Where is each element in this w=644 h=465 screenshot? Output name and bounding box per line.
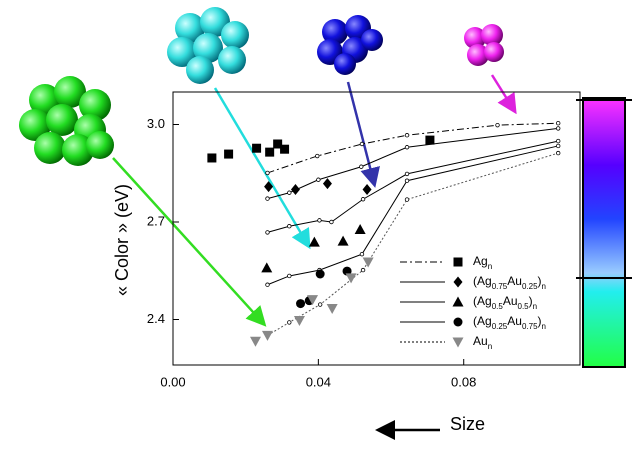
marker [345, 273, 357, 284]
marker [296, 299, 306, 309]
x-tick-label: 0.04 [306, 374, 331, 389]
line-vertex [404, 133, 410, 138]
y-axis-label: « Color » (eV) [112, 184, 132, 296]
marker [249, 336, 261, 347]
line-vertex [329, 219, 334, 225]
y-tick-label: 2.4 [147, 311, 165, 326]
line-vertex [404, 197, 410, 202]
marker [362, 184, 372, 195]
line-vertex [359, 141, 365, 147]
marker [252, 143, 262, 153]
line-vertex [555, 126, 561, 131]
line-vertex [265, 196, 270, 201]
marker [322, 178, 332, 190]
marker [326, 303, 338, 314]
line-vertex [317, 218, 322, 223]
marker [362, 257, 374, 268]
legend-label: (Ag0.75Au0.25)n [473, 274, 546, 290]
plot-frame [172, 91, 581, 366]
line-vertex [265, 170, 270, 176]
marker [354, 223, 366, 234]
cluster-magenta [464, 24, 504, 66]
cluster-green [19, 76, 114, 166]
x-tick-label: 0.00 [160, 374, 185, 389]
line-vertex [360, 267, 366, 273]
line-vertex [404, 171, 410, 177]
line-vertex [555, 138, 561, 144]
series-line [267, 152, 559, 336]
line-vertex [360, 197, 366, 202]
line-vertex [404, 145, 410, 150]
legend-label: Aun [473, 334, 492, 350]
line-vertex [316, 177, 321, 182]
arrows [112, 74, 517, 327]
line-vertex [495, 122, 500, 128]
line-vertex [317, 302, 323, 307]
line-vertex [315, 153, 320, 159]
marker [453, 276, 463, 288]
marker [264, 181, 274, 193]
line-vertex [555, 120, 561, 126]
line-vertex [265, 282, 270, 287]
series-line [267, 145, 559, 286]
y-tick-label: 3.0 [147, 116, 165, 131]
x-axis-label: Size [450, 414, 485, 434]
x-tick-label: 0.08 [451, 374, 476, 389]
marker [453, 257, 463, 267]
y-tick-label: 2.7 [147, 213, 165, 228]
marker [290, 184, 300, 195]
series-line [267, 122, 559, 174]
line-vertex [265, 230, 270, 235]
marker [207, 153, 217, 163]
marker [224, 149, 234, 159]
line-vertex [287, 190, 292, 195]
marker [452, 296, 464, 307]
legend-label: (Ag0.5Au0.5)n [473, 294, 537, 310]
line-vertex [287, 273, 292, 279]
series-line [267, 140, 559, 233]
legend-label: Agn [473, 254, 492, 270]
line-vertex [555, 150, 561, 156]
marker [293, 315, 305, 326]
marker [315, 269, 325, 279]
legend-label: (Ag0.25Au0.75)n [473, 314, 546, 330]
marker [265, 147, 275, 157]
marker [307, 295, 319, 306]
marker [273, 139, 283, 149]
marker [337, 235, 349, 246]
marker [261, 262, 273, 273]
marker [261, 330, 273, 341]
line-vertex [404, 178, 410, 183]
cluster-blue [317, 15, 383, 75]
marker [425, 135, 435, 145]
marker [452, 337, 464, 348]
line-vertex [287, 320, 292, 325]
marker [308, 236, 320, 247]
marker [342, 266, 352, 276]
marker [280, 144, 290, 154]
line-vertex [359, 251, 365, 257]
line-vertex [287, 224, 292, 229]
marker [453, 317, 463, 327]
line-vertex [359, 164, 364, 169]
line-vertex [555, 143, 561, 149]
cluster-cyan [167, 7, 249, 84]
color-bar [576, 97, 632, 368]
series-line [267, 127, 559, 200]
